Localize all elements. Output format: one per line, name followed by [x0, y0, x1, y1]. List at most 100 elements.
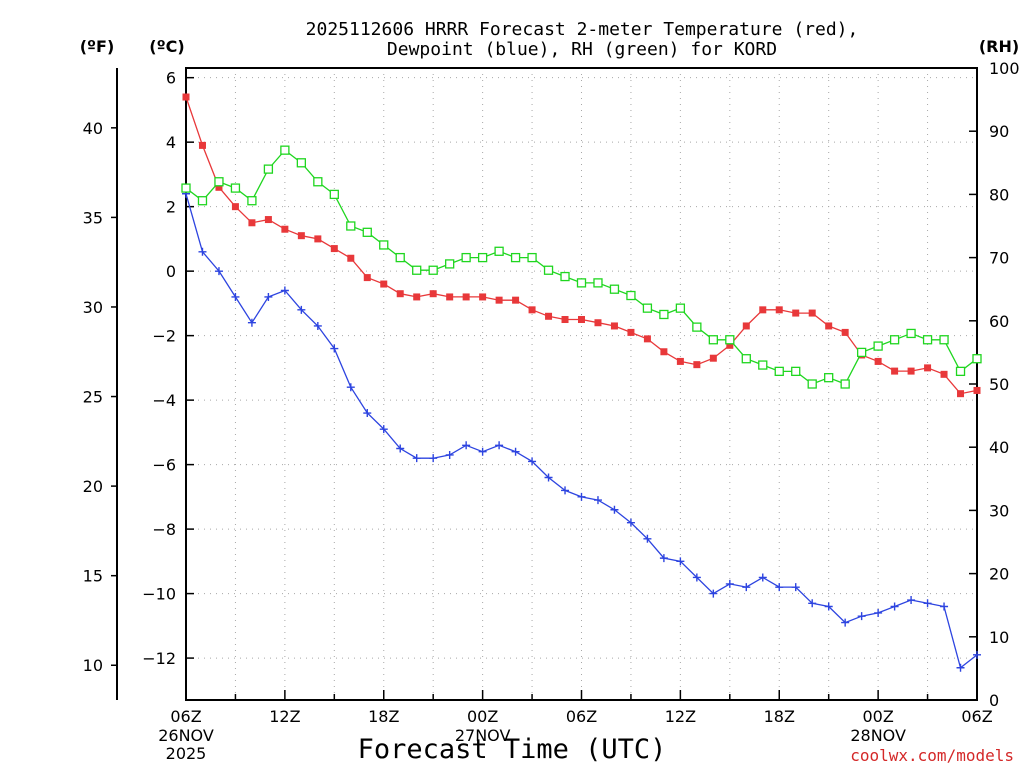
fahrenheit-tick-label: 40 — [83, 119, 103, 138]
data-point — [231, 292, 240, 301]
data-point — [561, 316, 569, 324]
chart-title-line-1: 2025112606 HRRR Forecast 2-meter Tempera… — [306, 19, 859, 40]
data-point — [907, 367, 915, 375]
data-point — [659, 309, 669, 320]
data-point — [676, 557, 685, 566]
fahrenheit-unit-label: (ºF) — [80, 37, 115, 56]
data-point — [593, 278, 603, 288]
series-dewpoint — [182, 189, 981, 672]
data-point — [330, 245, 338, 253]
data-point — [313, 321, 322, 330]
data-point — [428, 265, 438, 275]
data-point — [939, 335, 949, 345]
data-point — [626, 290, 636, 301]
celsius-unit-label: (ºC) — [149, 37, 184, 56]
data-point — [693, 361, 701, 369]
data-point — [296, 158, 307, 168]
data-point — [874, 357, 882, 365]
data-point — [230, 183, 241, 193]
celsius-tick-label: −2 — [152, 327, 176, 346]
data-point — [280, 145, 290, 155]
data-point — [873, 341, 883, 351]
celsius-tick-label: −6 — [152, 456, 176, 475]
celsius-tick-label: −10 — [142, 585, 176, 604]
data-point — [578, 316, 585, 324]
data-point — [527, 252, 537, 263]
data-series — [181, 93, 982, 672]
data-point — [461, 252, 471, 263]
data-point — [726, 341, 734, 349]
data-point — [263, 164, 274, 174]
data-point — [181, 183, 191, 193]
data-point — [609, 284, 620, 294]
data-point — [561, 486, 570, 495]
data-point — [741, 354, 751, 364]
data-point — [576, 278, 587, 288]
data-point — [462, 441, 471, 450]
data-point — [396, 444, 405, 453]
data-point — [215, 183, 223, 191]
data-point — [545, 312, 553, 320]
data-point — [313, 177, 323, 187]
x-tick-label: 12Z — [665, 707, 696, 726]
date-label: 2025 — [166, 744, 207, 763]
data-point — [413, 293, 421, 301]
data-point — [395, 252, 405, 263]
data-point — [396, 290, 404, 298]
chart-title-line-2: Dewpoint (blue), RH (green) for KORD — [387, 39, 777, 60]
rh-tick-label: 70 — [989, 249, 1009, 268]
fahrenheit-tick-label: 10 — [83, 656, 103, 675]
data-point — [510, 252, 521, 263]
rh-tick-label: 50 — [989, 375, 1009, 394]
data-point — [198, 141, 206, 149]
data-point — [824, 373, 834, 383]
data-point — [890, 602, 899, 611]
data-point — [297, 305, 306, 314]
data-point — [659, 554, 668, 563]
rh-tick-label: 80 — [989, 185, 1009, 204]
data-point — [594, 319, 602, 327]
celsius-tick-label: −8 — [152, 520, 176, 539]
fahrenheit-tick-label: 35 — [83, 208, 103, 227]
date-label: 26NOV — [158, 726, 214, 745]
data-point — [346, 383, 355, 392]
data-point — [692, 573, 701, 582]
x-tick-label: 18Z — [368, 707, 399, 726]
data-point — [462, 293, 470, 301]
axes — [111, 67, 978, 701]
data-point — [528, 306, 536, 314]
data-point — [593, 496, 602, 505]
date-label: 28NOV — [850, 726, 906, 745]
rh-tick-label: 0 — [989, 691, 999, 710]
rh-tick-label: 20 — [989, 565, 1009, 584]
data-point — [495, 296, 503, 304]
data-point — [379, 425, 388, 434]
fahrenheit-tick-label: 15 — [83, 567, 103, 586]
data-point — [314, 235, 322, 243]
fahrenheit-tick-label: 20 — [83, 477, 103, 496]
data-point — [709, 354, 717, 362]
credit-link[interactable]: coolwx.com/models — [850, 746, 1014, 765]
data-point — [725, 579, 734, 588]
data-point — [512, 296, 520, 304]
data-point — [709, 589, 718, 598]
data-point — [660, 348, 668, 356]
data-point — [808, 599, 817, 608]
data-point — [544, 473, 553, 482]
celsius-tick-label: 2 — [166, 198, 176, 217]
data-point — [725, 335, 735, 345]
x-tick-label: 06Z — [961, 707, 992, 726]
data-point — [610, 505, 619, 514]
data-point — [791, 366, 801, 377]
data-point — [841, 328, 849, 336]
data-point — [362, 227, 372, 237]
data-point — [840, 379, 850, 389]
data-point — [857, 612, 866, 621]
data-point — [248, 219, 256, 227]
data-point — [824, 602, 833, 611]
data-point — [775, 306, 783, 314]
data-point — [791, 583, 800, 592]
x-tick-label: 12Z — [269, 707, 300, 726]
x-tick-label: 06Z — [566, 707, 597, 726]
